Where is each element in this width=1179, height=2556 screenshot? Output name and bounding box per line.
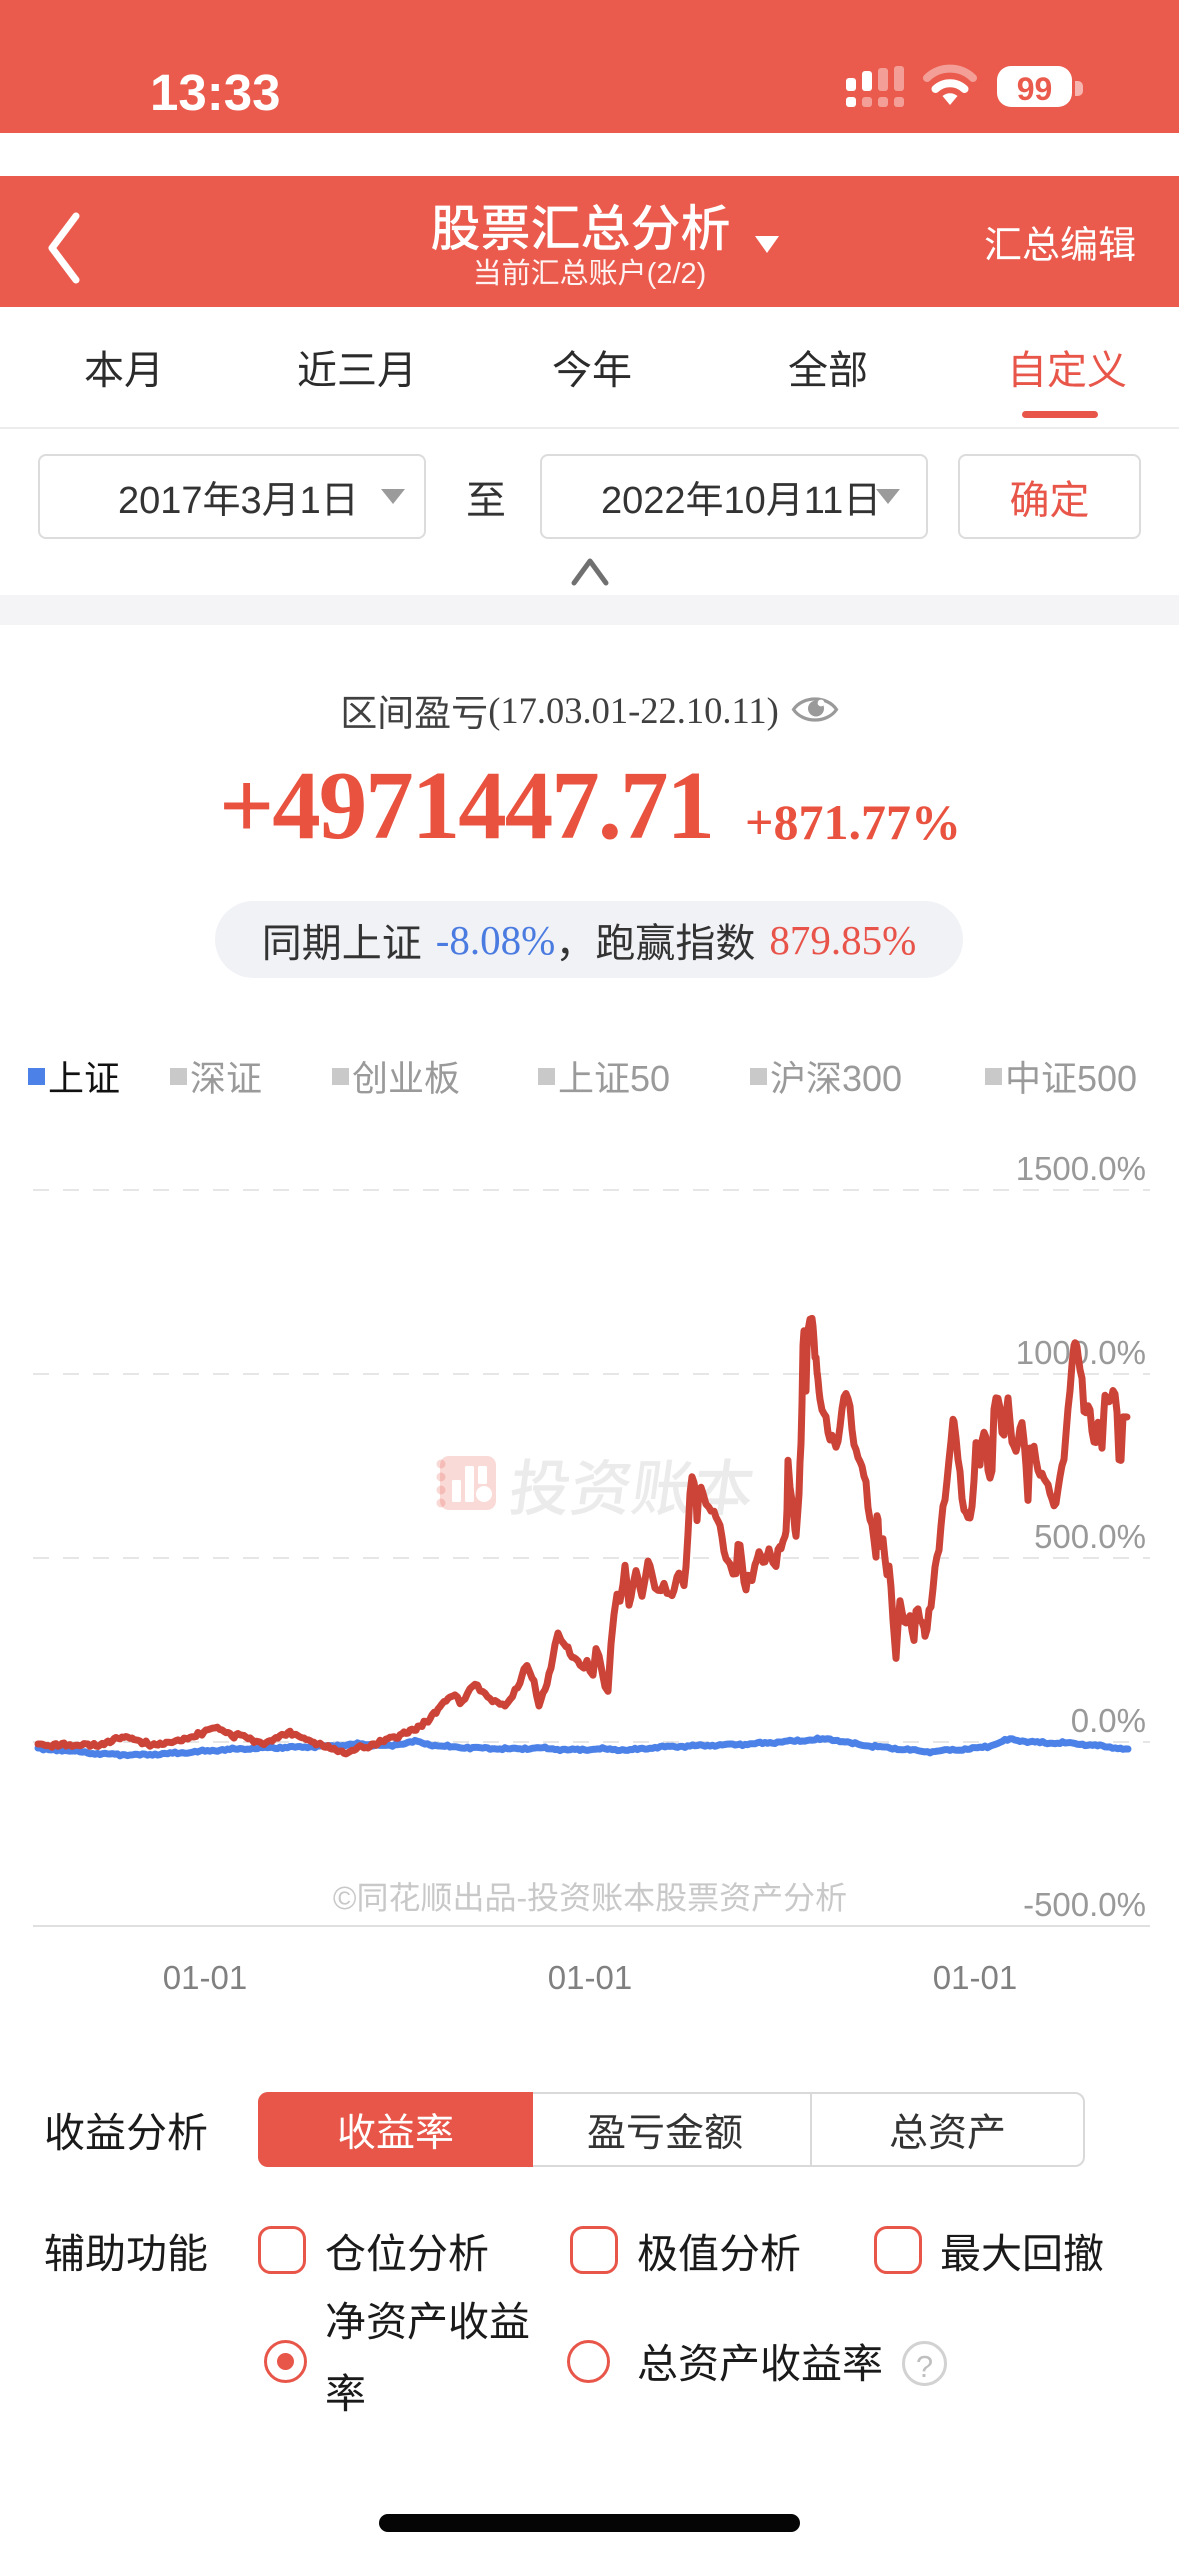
svg-text:0.0%: 0.0% <box>1071 1694 1146 1742</box>
svg-text:500.0%: 500.0% <box>1034 1510 1146 1558</box>
svg-text:投资账本: 投资账本 <box>504 1439 760 1528</box>
svg-text:01-01: 01-01 <box>548 1951 632 1999</box>
svg-text:01-01: 01-01 <box>163 1951 247 1999</box>
svg-text:©同花顺出品-投资账本股票资产分析: ©同花顺出品-投资账本股票资产分析 <box>333 1873 847 1919</box>
svg-text:-500.0%: -500.0% <box>1023 1878 1146 1926</box>
svg-text:01-01: 01-01 <box>933 1951 1017 1999</box>
svg-text:1500.0%: 1500.0% <box>1016 1142 1146 1190</box>
